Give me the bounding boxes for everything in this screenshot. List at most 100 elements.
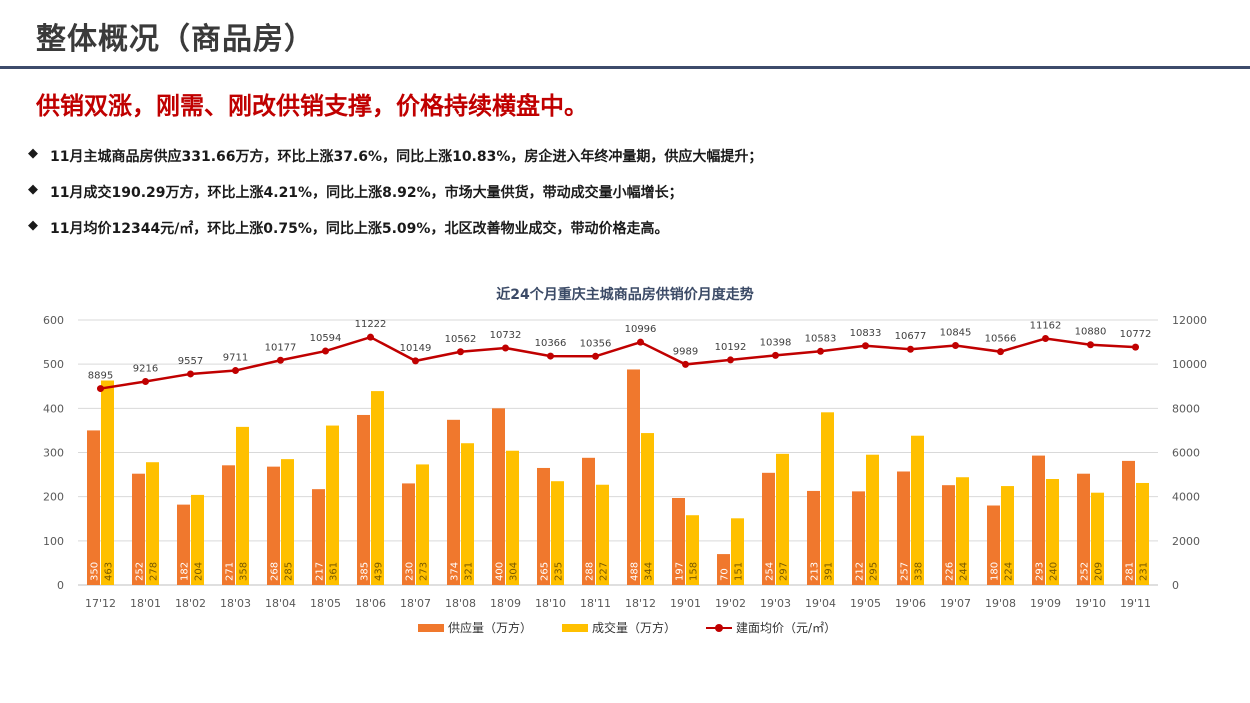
- legend-label: 建面均价（元/㎡）: [736, 621, 837, 635]
- legend-label: 供应量（万方）: [448, 621, 533, 635]
- bar-supply-label: 374: [450, 562, 461, 581]
- bar-deals: [281, 459, 294, 585]
- price-point: [232, 367, 239, 375]
- bar-supply: [177, 504, 190, 585]
- price-label: 10732: [490, 330, 522, 341]
- bar-deals-label: 361: [329, 562, 340, 581]
- bar-supply-label: 230: [405, 562, 416, 581]
- bar-supply-label: 265: [540, 562, 551, 581]
- bar-supply: [87, 430, 100, 585]
- price-point: [862, 342, 869, 350]
- legend-item-supply: 供应量（万方）: [418, 619, 532, 636]
- y-left-tick-label: 100: [43, 535, 64, 548]
- price-point: [952, 342, 959, 350]
- x-tick-label: 19'07: [940, 597, 971, 610]
- price-label: 10366: [535, 338, 567, 349]
- y-right-tick-label: 12000: [1172, 314, 1207, 327]
- bar-deals-label: 227: [599, 562, 610, 581]
- x-tick-label: 18'03: [220, 597, 251, 610]
- price-point: [907, 345, 914, 353]
- price-point: [322, 347, 329, 355]
- bar-supply: [492, 408, 505, 585]
- bar-deals: [866, 454, 879, 585]
- bullet-text: 11月主城商品房供应331.66万方，环比上涨37.6%，同比上涨10.83%，…: [50, 149, 763, 165]
- x-tick-label: 19'08: [985, 597, 1016, 610]
- bar-supply: [852, 491, 865, 585]
- bullet-list: ◆ 11月主城商品房供应331.66万方，环比上涨37.6%，同比上涨10.83…: [28, 146, 762, 254]
- bar-deals-label: 235: [554, 562, 565, 581]
- bar-deals-label: 278: [149, 562, 160, 581]
- bar-supply: [807, 490, 820, 585]
- y-left-tick-label: 300: [43, 447, 64, 460]
- bar-deals-label: 209: [1094, 562, 1105, 581]
- price-point: [142, 377, 149, 385]
- bar-deals: [596, 484, 609, 585]
- price-point: [772, 351, 779, 359]
- bar-deals: [1136, 482, 1149, 585]
- price-point: [1132, 343, 1139, 351]
- y-right-tick-label: 0: [1172, 579, 1179, 592]
- x-tick-label: 19'06: [895, 597, 926, 610]
- price-point: [997, 348, 1004, 356]
- y-right-tick-label: 4000: [1172, 491, 1200, 504]
- bullet-text: 11月成交190.29万方，环比上涨4.21%，同比上涨8.92%，市场大量供货…: [50, 185, 683, 201]
- price-label: 10845: [940, 328, 972, 339]
- bar-supply-label: 271: [225, 562, 236, 581]
- price-label: 11222: [355, 319, 387, 330]
- price-label: 10880: [1075, 327, 1107, 338]
- bullet-item: ◆ 11月均价12344元/㎡，环比上涨0.75%，同比上涨5.09%，北区改善…: [28, 218, 762, 254]
- legend-label: 成交量（万方）: [592, 621, 677, 635]
- bar-supply-label: 350: [90, 562, 101, 581]
- bar-supply-label: 252: [1080, 562, 1091, 581]
- y-left-tick-label: 200: [43, 491, 64, 504]
- bar-deals-label: 204: [194, 562, 205, 581]
- x-tick-label: 19'11: [1120, 597, 1151, 610]
- bar-deals-label: 297: [779, 562, 790, 581]
- price-label: 10356: [580, 338, 612, 349]
- price-label: 10772: [1120, 329, 1152, 340]
- bar-deals: [461, 443, 474, 585]
- price-point: [682, 360, 689, 368]
- bar-supply: [537, 467, 550, 585]
- x-tick-label: 19'03: [760, 597, 791, 610]
- x-tick-label: 18'05: [310, 597, 341, 610]
- bar-supply: [762, 472, 775, 585]
- bar-deals-label: 338: [914, 562, 925, 581]
- bar-deals-label: 358: [239, 562, 250, 581]
- price-label: 10583: [805, 333, 837, 344]
- bar-supply-label: 400: [495, 562, 506, 581]
- legend-swatch-deals: [562, 623, 589, 632]
- price-label: 10566: [985, 334, 1017, 345]
- price-point: [817, 347, 824, 355]
- bar-deals: [146, 462, 159, 585]
- bar-deals: [551, 481, 564, 585]
- bar-deals: [191, 494, 204, 585]
- bar-supply: [942, 485, 955, 585]
- y-left-tick-label: 400: [43, 402, 64, 415]
- price-point: [277, 356, 284, 364]
- x-tick-label: 19'01: [670, 597, 701, 610]
- bar-deals: [1046, 479, 1059, 585]
- bar-supply: [222, 465, 235, 585]
- bar-supply: [402, 483, 415, 585]
- bar-deals-label: 273: [419, 562, 430, 581]
- x-tick-label: 17'12: [85, 597, 116, 610]
- bar-supply: [312, 489, 325, 585]
- price-point: [367, 333, 374, 341]
- bar-supply: [627, 369, 640, 585]
- x-tick-label: 18'01: [130, 597, 161, 610]
- bar-supply-label: 385: [360, 562, 371, 581]
- price-label: 9216: [133, 363, 158, 374]
- x-tick-label: 19'04: [805, 597, 836, 610]
- x-tick-label: 19'09: [1030, 597, 1061, 610]
- bar-deals: [1001, 486, 1014, 585]
- y-left-tick-label: 0: [57, 579, 64, 592]
- price-label: 10833: [850, 328, 882, 339]
- price-label: 10192: [715, 342, 747, 353]
- price-point: [457, 348, 464, 356]
- bar-deals: [731, 518, 744, 585]
- bar-supply-label: 182: [180, 562, 191, 581]
- bar-deals: [776, 453, 789, 585]
- bar-supply-label: 252: [135, 562, 146, 581]
- bar-supply-label: 70: [720, 568, 731, 581]
